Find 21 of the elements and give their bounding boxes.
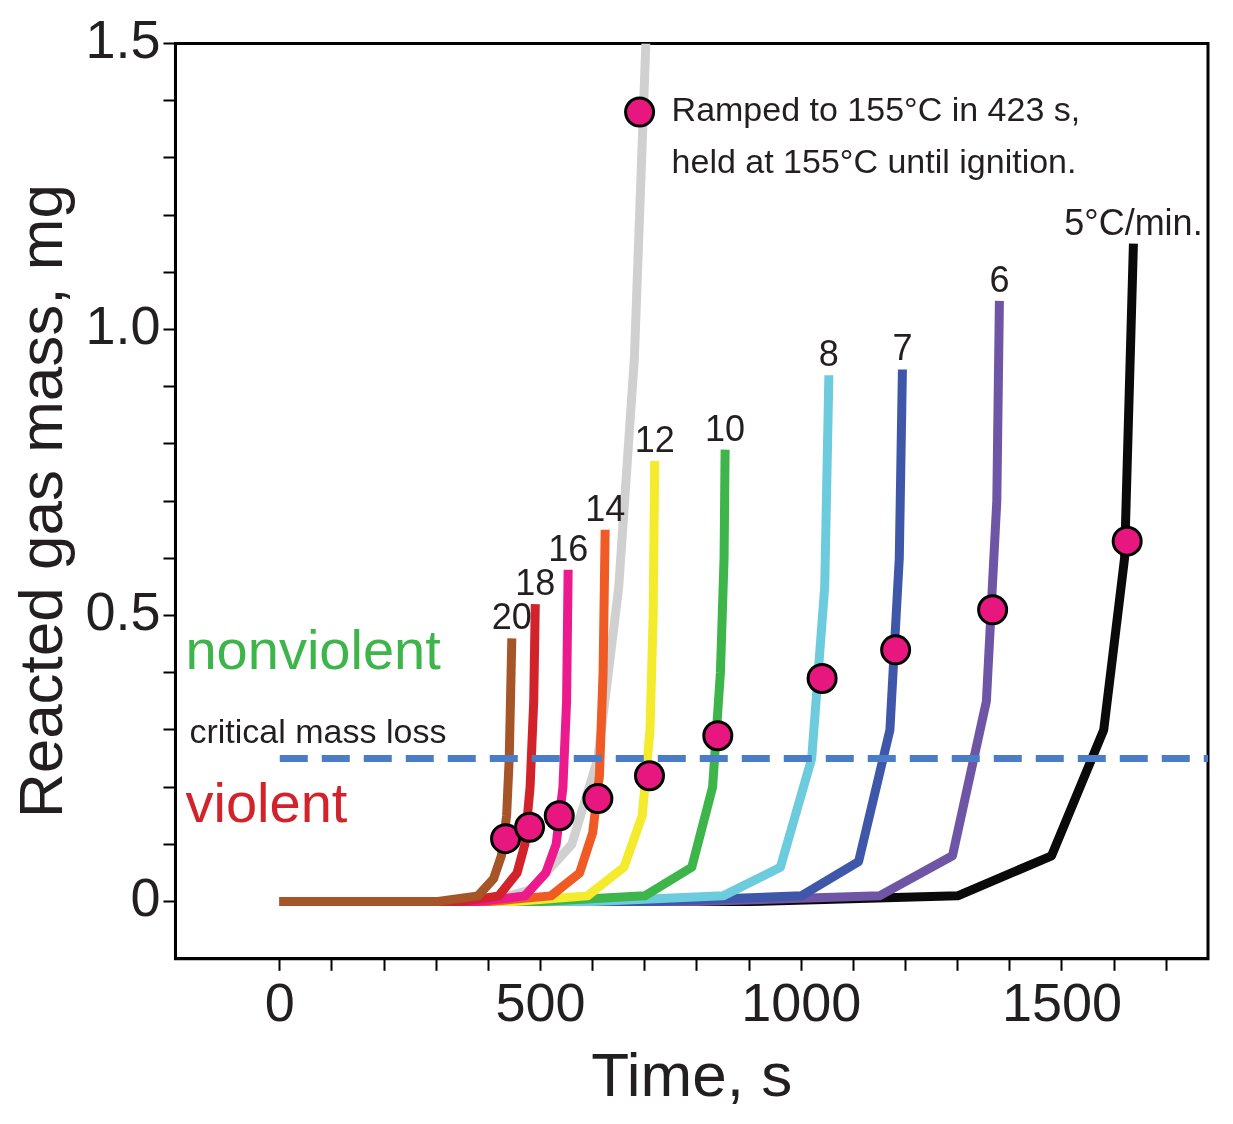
y-tick-label: 1.5 — [85, 9, 161, 70]
y-tick-label: 1.0 — [85, 295, 161, 356]
series-label: 14 — [585, 487, 626, 529]
x-tick-label: 1500 — [1001, 972, 1123, 1033]
ref-line-label: critical mass loss — [189, 711, 447, 750]
x-axis-title: Time, s — [591, 1039, 793, 1109]
x-tick-label: 0 — [264, 972, 295, 1033]
x-tick-label: 1000 — [741, 972, 862, 1033]
series-label: 7 — [892, 327, 913, 369]
series-label: 5°C/min. — [1064, 201, 1203, 243]
y-tick-label: 0.5 — [85, 581, 161, 642]
y-tick-label: 0 — [130, 867, 161, 928]
series-label: 8 — [818, 333, 839, 375]
series-label: 10 — [705, 407, 746, 449]
x-tick-label: 500 — [495, 972, 586, 1033]
annotation: Ramped to 155°C in 423 s, held at 155°C until ignition. — [671, 90, 1081, 181]
y-axis-title: Reacted gas mass, mg — [6, 184, 76, 819]
annotation: nonviolent — [185, 617, 442, 681]
series-label: 6 — [989, 258, 1010, 300]
series-label: 12 — [634, 418, 675, 460]
annotation: violent — [185, 770, 348, 834]
